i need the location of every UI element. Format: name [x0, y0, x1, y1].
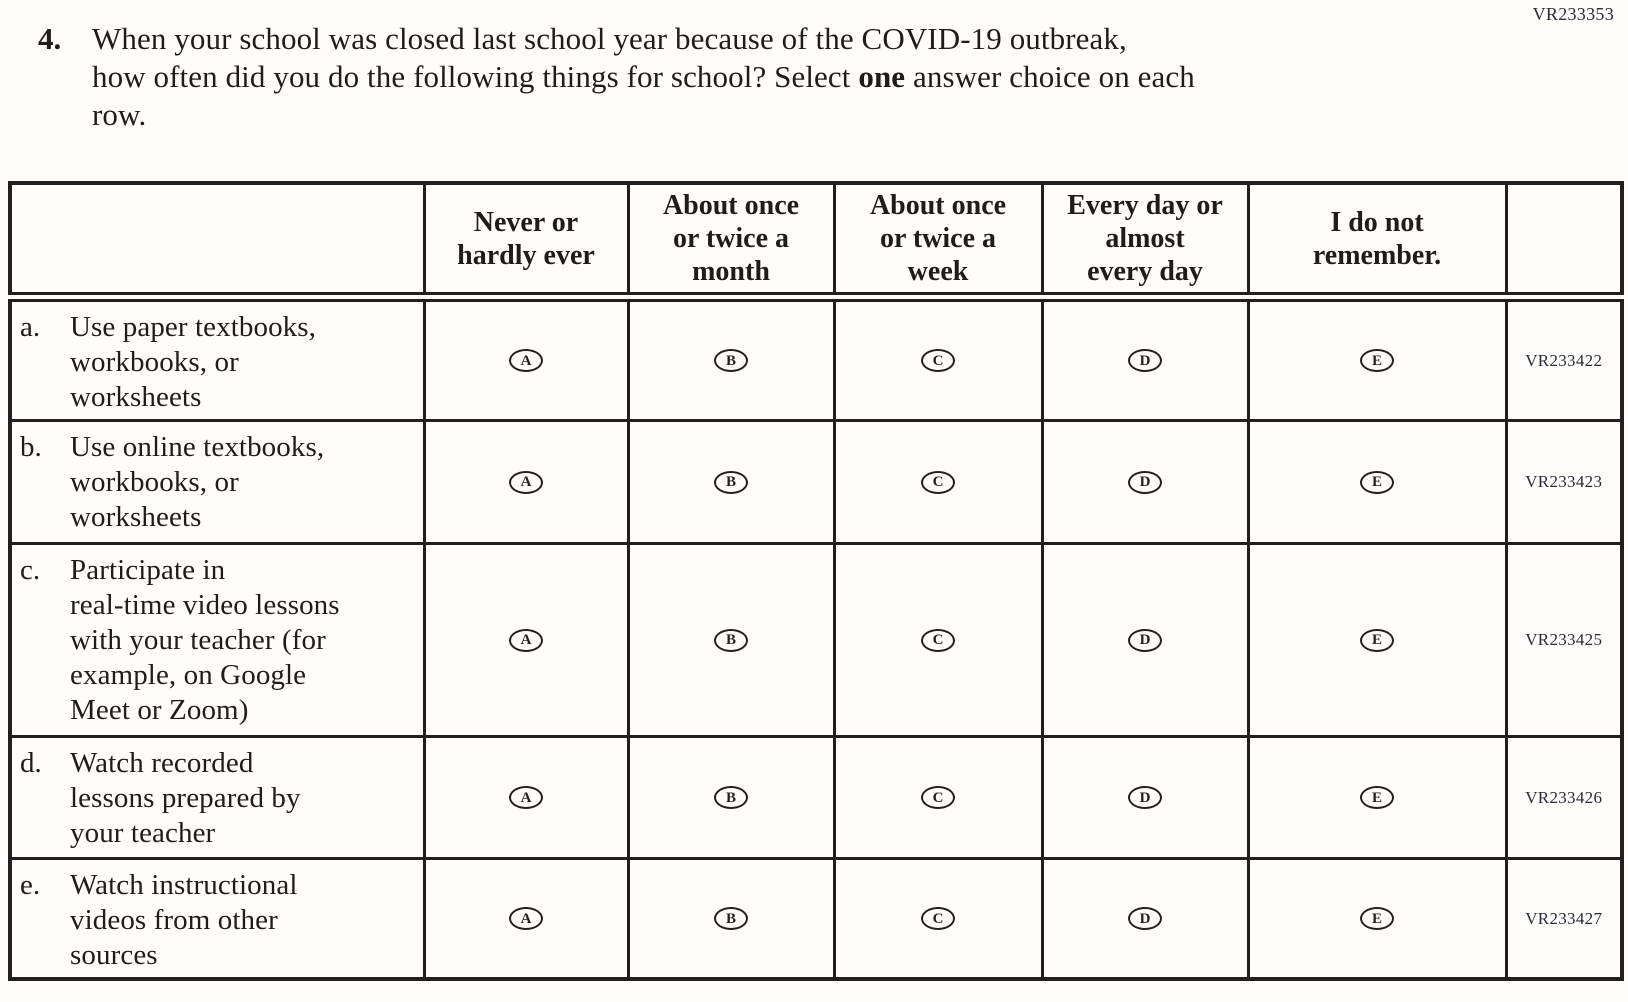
item-cell: e. Watch instructional videos from other… — [8, 857, 426, 981]
answer-cell: D — [1040, 857, 1250, 981]
item-text: Watch instructional videos from other so… — [70, 869, 298, 971]
bubble-option-a[interactable]: A — [509, 349, 543, 372]
row-code: VR233422 — [1504, 295, 1624, 422]
header-code-column — [1504, 181, 1624, 302]
question-number: 4. — [38, 21, 62, 56]
header-not-remember: I do not remember. — [1246, 181, 1508, 302]
answer-cell: D — [1040, 735, 1250, 860]
answer-cell: E — [1246, 735, 1508, 860]
answer-cell: A — [422, 857, 630, 981]
bubble-option-d[interactable]: D — [1128, 470, 1162, 494]
bubble-option-d[interactable]: D — [1128, 349, 1162, 372]
bubble-option-e[interactable]: E — [1360, 349, 1394, 372]
item-label: a. — [20, 311, 41, 343]
question-line-2-post: answer choice on each — [905, 59, 1195, 94]
bubble-option-e[interactable]: E — [1360, 628, 1394, 652]
question-block: 4. When your school was closed last scho… — [38, 20, 1398, 134]
item-cell: b. Use online textbooks, workbooks, or w… — [8, 419, 426, 545]
table-row: b. Use online textbooks, workbooks, or w… — [8, 419, 1624, 545]
answer-cell: E — [1246, 542, 1508, 738]
table-row: e. Watch instructional videos from other… — [8, 857, 1624, 981]
answer-cell: D — [1040, 542, 1250, 738]
answer-cell: B — [626, 419, 836, 545]
item-label: c. — [20, 554, 41, 586]
bubble-option-b[interactable]: B — [714, 470, 748, 494]
bubble-option-e[interactable]: E — [1360, 786, 1394, 809]
item-label: d. — [20, 747, 42, 779]
answer-cell: B — [626, 542, 836, 738]
answer-cell: C — [832, 542, 1044, 738]
bubble-option-c[interactable]: C — [921, 907, 955, 930]
item-text: Use online textbooks, workbooks, or work… — [70, 431, 325, 533]
answer-cell: E — [1246, 857, 1508, 981]
answer-cell: B — [626, 857, 836, 981]
header-never: Never or hardly ever — [422, 181, 630, 302]
answer-cell: A — [422, 295, 630, 422]
answer-cell: C — [832, 857, 1044, 981]
question-bold-word: one — [858, 59, 906, 94]
question-line-2: how often did you do the following thing… — [92, 58, 1195, 96]
item-label: b. — [20, 431, 42, 463]
bubble-option-a[interactable]: A — [509, 907, 543, 930]
bubble-option-d[interactable]: D — [1128, 907, 1162, 930]
answer-cell: A — [422, 542, 630, 738]
item-cell: d. Watch recorded lessons prepared by yo… — [8, 735, 426, 860]
answer-cell: B — [626, 735, 836, 860]
bubble-option-b[interactable]: B — [714, 628, 748, 652]
item-text: Use paper textbooks, workbooks, or works… — [70, 311, 317, 413]
answer-cell: A — [422, 735, 630, 860]
answer-cell: C — [832, 419, 1044, 545]
bubble-option-c[interactable]: C — [921, 628, 955, 652]
bubble-option-d[interactable]: D — [1128, 786, 1162, 809]
response-grid: Never or hardly ever About once or twice… — [8, 181, 1624, 981]
answer-cell: C — [832, 735, 1044, 860]
item-label: e. — [20, 869, 41, 901]
form-code: VR233353 — [1532, 4, 1614, 24]
answer-cell: E — [1246, 295, 1508, 422]
header-row: Never or hardly ever About once or twice… — [8, 181, 1624, 302]
answer-cell: E — [1246, 419, 1508, 545]
answer-cell: C — [832, 295, 1044, 422]
item-text: Watch recorded lessons prepared by your … — [70, 747, 301, 849]
question-line-3: row. — [92, 97, 147, 132]
row-code: VR233426 — [1504, 735, 1624, 860]
header-once-week: About once or twice a week — [832, 181, 1044, 302]
item-text: Participate in real-time video lessons w… — [70, 554, 340, 726]
bubble-option-e[interactable]: E — [1360, 470, 1394, 494]
bubble-option-a[interactable]: A — [509, 470, 543, 494]
bubble-option-d[interactable]: D — [1128, 628, 1162, 652]
row-code: VR233423 — [1504, 419, 1624, 545]
item-cell: a. Use paper textbooks, workbooks, or wo… — [8, 295, 426, 422]
question-line-1: When your school was closed last school … — [92, 21, 1127, 56]
bubble-option-b[interactable]: B — [714, 349, 748, 372]
header-item-column — [8, 181, 426, 302]
bubble-option-e[interactable]: E — [1360, 907, 1394, 930]
bubble-option-c[interactable]: C — [921, 349, 955, 372]
question-line-2-pre: how often did you do the following thing… — [92, 59, 859, 94]
bubble-option-c[interactable]: C — [921, 470, 955, 494]
bubble-option-b[interactable]: B — [714, 907, 748, 930]
bubble-option-c[interactable]: C — [921, 786, 955, 809]
table-row: d. Watch recorded lessons prepared by yo… — [8, 735, 1624, 860]
bubble-option-b[interactable]: B — [714, 786, 748, 809]
answer-cell: B — [626, 295, 836, 422]
row-code: VR233427 — [1504, 857, 1624, 981]
answer-cell: D — [1040, 295, 1250, 422]
bubble-option-a[interactable]: A — [509, 786, 543, 809]
item-cell: c. Participate in real-time video lesson… — [8, 542, 426, 738]
bubble-option-a[interactable]: A — [509, 628, 543, 652]
answer-cell: A — [422, 419, 630, 545]
header-every-day: Every day or almost every day — [1040, 181, 1250, 302]
table-row: a. Use paper textbooks, workbooks, or wo… — [8, 295, 1624, 422]
row-code: VR233425 — [1504, 542, 1624, 738]
table-row: c. Participate in real-time video lesson… — [8, 542, 1624, 738]
answer-cell: D — [1040, 419, 1250, 545]
header-once-month: About once or twice a month — [626, 181, 836, 302]
question-text: When your school was closed last school … — [92, 20, 1195, 134]
